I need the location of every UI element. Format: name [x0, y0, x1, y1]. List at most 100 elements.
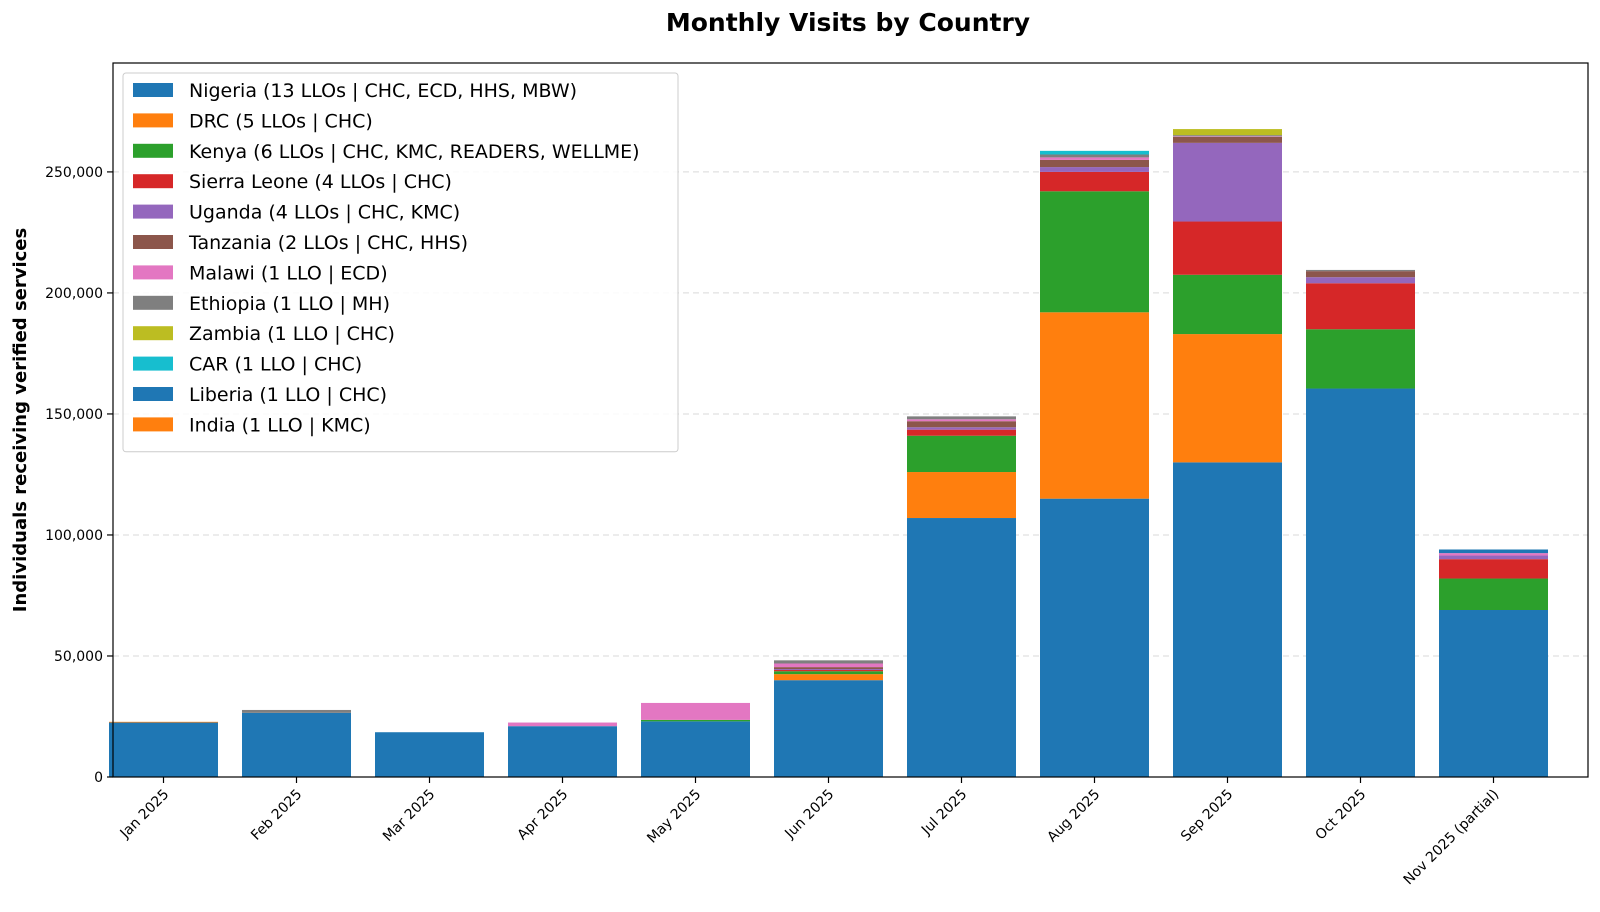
x-axis-ticks: Jan 2025 Feb 2025 Mar 2025 Apr 2025 May 2025…: [117, 777, 1503, 889]
legend-swatch: [133, 356, 173, 371]
bar-segment: [1306, 388, 1415, 777]
legend-swatch: [133, 174, 173, 189]
bar-segment: [774, 660, 883, 664]
bar-segment: [1040, 150, 1149, 155]
bar-segment: [242, 712, 351, 777]
legend-swatch: [133, 265, 173, 280]
legend-label: Ethiopia (1 LLO | MH): [189, 293, 390, 315]
bar-segment: [1439, 549, 1548, 554]
legend-swatch: [133, 83, 173, 97]
legend-label: Nigeria (13 LLOs | CHC, ECD, HHS, MBW): [189, 80, 577, 102]
plot-frame: [112, 62, 1589, 778]
y-tick-label: 250,000: [45, 165, 103, 181]
legend: Nigeria (13 LLOs | CHC, ECD, HHS, MBW) DR…: [122, 72, 679, 453]
y-tick-label: 0: [94, 770, 103, 786]
bar-segment: [774, 680, 883, 777]
bars: [109, 129, 1548, 777]
y-tick-label: 200,000: [45, 286, 103, 302]
y-tick-label: 100,000: [45, 528, 103, 544]
legend-label: Uganda (4 LLOs | CHC, KMC): [189, 202, 460, 224]
bar-segment: [1173, 136, 1282, 143]
bar-segment: [1439, 578, 1548, 610]
bar-segment: [1040, 498, 1149, 777]
legend-swatch: [133, 113, 173, 128]
bar-segment: [1173, 274, 1282, 335]
x-tick-label: Sep 2025: [1178, 787, 1236, 845]
y-tick-label: 50,000: [54, 649, 103, 665]
bar-segment: [109, 722, 218, 777]
legend-swatch: [133, 326, 173, 341]
bar-segment: [774, 674, 883, 681]
bar-segment: [1173, 129, 1282, 136]
legend-box: [122, 72, 679, 453]
bar-segment: [375, 732, 484, 777]
legend-label: Tanzania (2 LLOs | CHC, HHS): [188, 232, 468, 254]
bar-segment: [1040, 171, 1149, 192]
bar-segment: [907, 427, 1016, 430]
bar-segment: [907, 472, 1016, 519]
bar-segment: [1306, 329, 1415, 389]
y-tick-label: 150,000: [45, 407, 103, 423]
x-tick-label: Mar 2025: [380, 787, 438, 845]
x-tick-label: Feb 2025: [248, 787, 305, 844]
bar-segment: [1439, 555, 1548, 560]
x-tick-label: May 2025: [644, 787, 704, 847]
bar-segment: [907, 416, 1016, 420]
bar-segment: [907, 518, 1016, 777]
bar-segment: [907, 429, 1016, 436]
legend-swatch: [133, 143, 173, 158]
bar-segment: [774, 669, 883, 671]
bar-segment: [641, 702, 750, 720]
bar-segment: [1306, 269, 1415, 272]
bar-segment: [1306, 271, 1415, 278]
bar-segment: [1040, 312, 1149, 499]
bar-segment: [774, 671, 883, 675]
bar-segment: [774, 663, 883, 668]
legend-swatch: [133, 204, 173, 219]
bar-segment: [1040, 157, 1149, 160]
bar-segment: [907, 435, 1016, 473]
x-tick-label: Apr 2025: [515, 787, 572, 844]
legend-swatch: [133, 387, 173, 401]
bar-segment: [508, 726, 617, 777]
bar-segment: [508, 722, 617, 727]
bar-segment: [1040, 159, 1149, 168]
legend-label: DRC (5 LLOs | CHC): [189, 110, 373, 132]
legend-label: Malawi (1 LLO | ECD): [189, 262, 388, 284]
bar-segment: [1040, 191, 1149, 313]
bar-segment: [242, 709, 351, 713]
chart-title: Monthly Visits by Country: [666, 8, 1030, 37]
legend-swatch: [133, 295, 173, 310]
y-axis-label: Individuals receiving verified services: [10, 228, 31, 612]
bar-segment: [907, 421, 1016, 428]
x-tick-label: Jan 2025: [117, 787, 173, 843]
bar-segment: [1439, 559, 1548, 579]
bar-segment: [1173, 136, 1282, 137]
bar-segment: [1173, 142, 1282, 222]
legend-label: India (1 LLO | KMC): [189, 414, 371, 436]
bar-segment: [1173, 221, 1282, 275]
bar-segment: [1439, 553, 1548, 556]
x-tick-label: Aug 2025: [1044, 787, 1103, 846]
x-tick-label: Nov 2025 (partial): [1401, 787, 1503, 889]
bar-segment: [907, 419, 1016, 422]
bar-segment: [1173, 462, 1282, 777]
bar-segment: [109, 721, 218, 723]
legend-label: Zambia (1 LLO | CHC): [189, 323, 395, 345]
legend-swatch: [133, 417, 173, 432]
x-tick-label: Jun 2025: [781, 787, 837, 843]
legend-label: CAR (1 LLO | CHC): [189, 354, 362, 376]
bar-segment: [1173, 135, 1282, 137]
bar-segment: [1306, 277, 1415, 284]
y-axis-ticks: 0 50,000 100,000 150,000 200,000 250,000: [45, 165, 113, 786]
x-tick-label: Jul 2025: [918, 787, 970, 839]
legend-label: Sierra Leone (4 LLOs | CHC): [189, 171, 452, 193]
bar-segment: [1173, 334, 1282, 463]
legend-label: Liberia (1 LLO | CHC): [189, 384, 387, 406]
legend-swatch: [133, 235, 173, 249]
bar-segment: [774, 667, 883, 670]
bar-segment: [1439, 609, 1548, 777]
bar-segment: [1040, 167, 1149, 172]
bar-segment: [774, 670, 883, 672]
